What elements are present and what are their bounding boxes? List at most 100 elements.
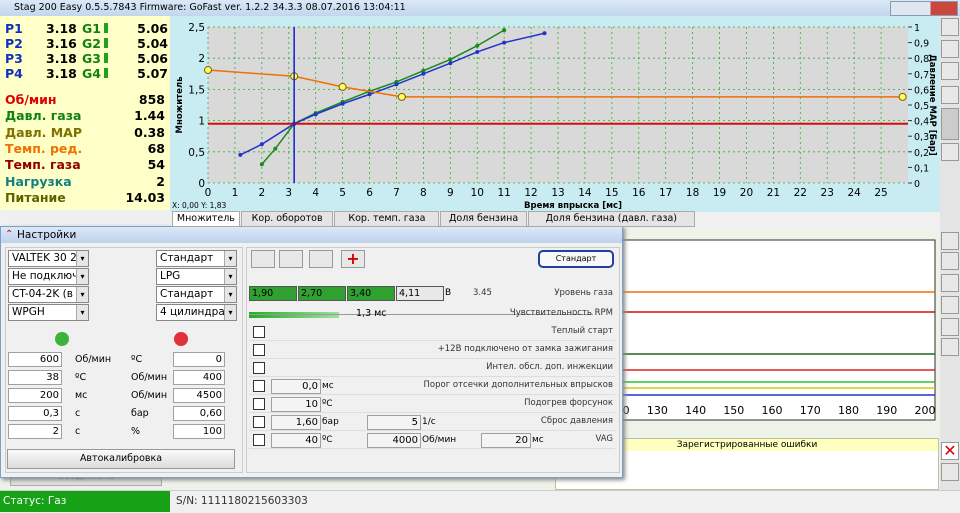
option-field[interactable]: 20 bbox=[481, 433, 531, 448]
data-point bbox=[259, 142, 264, 147]
number-field[interactable]: 400 bbox=[173, 370, 225, 385]
dialog-tool[interactable] bbox=[251, 250, 275, 268]
number-field[interactable]: 0,3 bbox=[8, 406, 62, 421]
save-button[interactable] bbox=[941, 296, 959, 314]
number-field[interactable]: 100 bbox=[173, 424, 225, 439]
x-tick-label: 5 bbox=[339, 187, 346, 199]
option-field[interactable]: 0,0 bbox=[271, 379, 321, 394]
data-point bbox=[421, 71, 426, 76]
injector-label: P4 bbox=[5, 66, 23, 81]
select-box[interactable]: CT-04-2K (в bbox=[8, 286, 89, 303]
tool-button[interactable] bbox=[941, 18, 959, 36]
data-point bbox=[421, 68, 426, 73]
collapse-icon[interactable]: ⌃ bbox=[5, 229, 14, 240]
field-unit: ºC bbox=[75, 372, 87, 383]
option-label: VAG bbox=[595, 434, 613, 444]
gas-injector-icon bbox=[104, 38, 108, 48]
x-tick-label: 17 bbox=[659, 187, 672, 199]
number-field[interactable]: 4500 bbox=[173, 388, 225, 403]
x-tick-label: 10 bbox=[471, 187, 484, 199]
clear-errors-button[interactable]: ✕ bbox=[941, 442, 959, 460]
row-line bbox=[249, 376, 615, 377]
x-tick-label: 150 bbox=[723, 404, 744, 417]
autocal-button[interactable]: Автокалибровка bbox=[7, 449, 235, 469]
select-box[interactable]: WPGH bbox=[8, 304, 89, 321]
unlock-icon bbox=[55, 332, 69, 346]
select-box[interactable]: Стандарт bbox=[156, 286, 237, 303]
tab[interactable]: Множитель bbox=[172, 211, 240, 227]
tab[interactable]: Кор. оборотов bbox=[240, 211, 334, 227]
play-button[interactable] bbox=[941, 232, 959, 250]
window-buttons[interactable] bbox=[890, 1, 958, 16]
option-unit: мс bbox=[322, 381, 334, 391]
checkbox[interactable] bbox=[253, 344, 265, 356]
checkbox[interactable] bbox=[253, 434, 265, 446]
dialog-header bbox=[1, 227, 622, 243]
dialog-tool[interactable] bbox=[309, 250, 333, 268]
option-unit: ºC bbox=[322, 435, 333, 445]
select-box[interactable]: Стандарт bbox=[156, 250, 237, 267]
field-unit: с bbox=[75, 426, 81, 437]
add-button[interactable]: + bbox=[341, 250, 365, 268]
x-tick-label: 12 bbox=[524, 187, 537, 199]
next-button[interactable] bbox=[941, 338, 959, 356]
select-box[interactable]: LPG bbox=[156, 268, 237, 285]
option-field[interactable]: 40 bbox=[271, 433, 321, 448]
tool-button[interactable] bbox=[941, 108, 959, 140]
option-field[interactable]: 1,60 bbox=[271, 415, 321, 430]
rpm-track bbox=[249, 314, 593, 315]
select-box[interactable]: VALTEK 30 2 bbox=[8, 250, 89, 267]
prev-button[interactable] bbox=[941, 318, 959, 336]
number-field[interactable]: 0,60 bbox=[173, 406, 225, 421]
gas-injector-label: G4 bbox=[82, 66, 101, 81]
tool-button[interactable] bbox=[941, 463, 959, 481]
option-unit: Об/мин bbox=[422, 435, 457, 445]
open-button[interactable] bbox=[941, 274, 959, 292]
gas-injector-time: 5.04 bbox=[137, 36, 168, 51]
select-box[interactable]: Не подключ bbox=[8, 268, 89, 285]
x-tick-label: 18 bbox=[686, 187, 699, 199]
number-field[interactable]: 600 bbox=[8, 352, 62, 367]
option-field[interactable]: 10 bbox=[271, 397, 321, 412]
injector-time: 3.16 bbox=[46, 36, 77, 51]
field-unit: Об/мин bbox=[131, 372, 168, 383]
title-bar bbox=[0, 0, 960, 16]
tab[interactable]: Доля бензина (давл. газа) bbox=[527, 211, 695, 227]
dialog-tool[interactable] bbox=[279, 250, 303, 268]
x-tick-label: 23 bbox=[821, 187, 834, 199]
option-field[interactable]: 4000 bbox=[367, 433, 421, 448]
injector-time: 3.18 bbox=[46, 21, 77, 36]
tab[interactable]: Кор. темп. газа bbox=[334, 211, 440, 227]
checkbox[interactable] bbox=[253, 380, 265, 392]
checkbox[interactable] bbox=[253, 416, 265, 428]
injector-label: P1 bbox=[5, 21, 23, 36]
stop-button[interactable] bbox=[941, 252, 959, 270]
select-box[interactable]: 4 цилиндра bbox=[156, 304, 237, 321]
tool-button[interactable] bbox=[941, 86, 959, 104]
checkbox[interactable] bbox=[253, 398, 265, 410]
number-field[interactable]: 0 bbox=[173, 352, 225, 367]
tab[interactable]: Доля бензина bbox=[440, 211, 527, 227]
field-unit: с bbox=[75, 408, 81, 419]
x-tick-label: 4 bbox=[312, 187, 319, 199]
number-field[interactable]: 2 bbox=[8, 424, 62, 439]
rpm-bar bbox=[249, 312, 339, 318]
option-label: Теплый старт bbox=[551, 326, 613, 336]
field-unit: Об/мин bbox=[131, 390, 168, 401]
option-label: Сброс давления bbox=[540, 416, 613, 426]
standard-button[interactable]: Стандарт bbox=[538, 250, 614, 268]
number-field[interactable]: 38 bbox=[8, 370, 62, 385]
checkbox[interactable] bbox=[253, 362, 265, 374]
tool-button[interactable] bbox=[941, 40, 959, 58]
number-field[interactable]: 200 bbox=[8, 388, 62, 403]
tool-button[interactable] bbox=[941, 62, 959, 80]
x-tick-label: 170 bbox=[800, 404, 821, 417]
option-field[interactable]: 5 bbox=[367, 415, 421, 430]
checkbox[interactable] bbox=[253, 326, 265, 338]
data-point bbox=[898, 92, 907, 101]
y-axis-label: Множитель bbox=[175, 77, 185, 134]
data-point bbox=[259, 162, 264, 167]
gas-injector-icon bbox=[104, 68, 108, 78]
tool-button[interactable] bbox=[941, 143, 959, 161]
data-point bbox=[394, 82, 399, 87]
